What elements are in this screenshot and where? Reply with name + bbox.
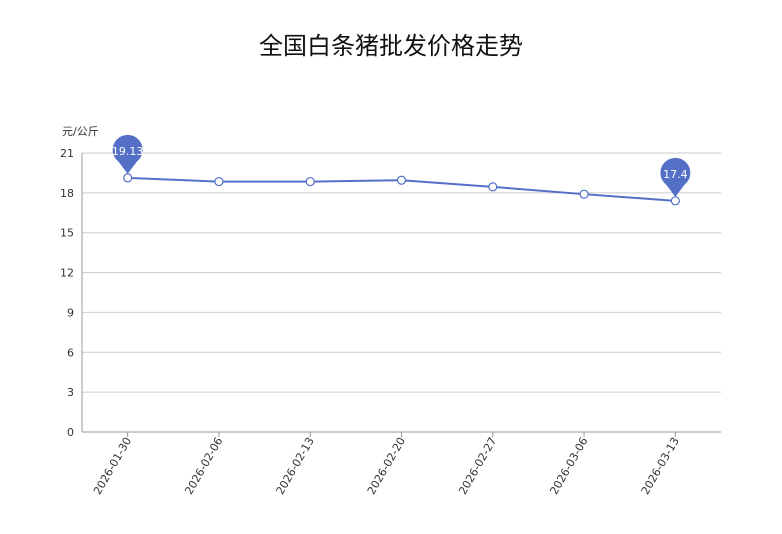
y-tick-label: 0 — [67, 426, 74, 439]
y-tick-label: 21 — [60, 147, 74, 160]
data-point — [670, 196, 680, 206]
data-point — [305, 176, 315, 187]
y-axis-unit-label: 元/公斤 — [62, 125, 99, 138]
pin-label: 17.4 — [663, 168, 688, 181]
pin-label: 19.13 — [112, 145, 144, 158]
x-tick-label: 2026-01-30 — [91, 435, 134, 497]
pin-marker — [112, 134, 143, 174]
axes — [81, 153, 721, 433]
annotation-pin: 19.13 — [112, 134, 144, 174]
y-tick-label: 9 — [67, 306, 74, 319]
x-tick-label: 2026-02-13 — [274, 435, 317, 497]
pin-marker — [660, 157, 691, 197]
data-point — [214, 176, 224, 187]
annotations: 19.13 17.4 — [112, 134, 691, 197]
y-tick-labels: 0 3 6 9 12 15 18 21 — [60, 147, 74, 439]
chart-title: 全国白条猪批发价格走势 — [259, 32, 523, 60]
y-tick-label: 6 — [67, 346, 74, 359]
y-tick-label: 3 — [67, 386, 74, 399]
y-tick-label: 12 — [60, 267, 74, 280]
data-point — [396, 175, 407, 185]
x-tick-label: 2026-02-27 — [456, 435, 499, 497]
x-tick-labels: 2026-01-30 2026-02-06 2026-02-13 2026-02-20… — [91, 432, 682, 497]
y-tick-label: 18 — [60, 187, 74, 200]
x-tick-label: 2026-02-20 — [365, 435, 408, 497]
data-point — [123, 173, 133, 183]
grid-lines — [82, 152, 721, 433]
x-tick-label: 2026-03-13 — [639, 435, 682, 497]
series-layer — [123, 173, 680, 206]
x-tick-label: 2026-03-06 — [547, 435, 590, 497]
x-tick-label: 2026-02-06 — [182, 435, 225, 497]
y-tick-label: 15 — [60, 227, 74, 240]
annotation-pin: 17.4 — [660, 157, 691, 197]
data-point — [488, 182, 498, 192]
data-point — [579, 189, 589, 199]
